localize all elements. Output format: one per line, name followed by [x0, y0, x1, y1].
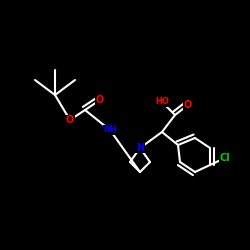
Text: N: N — [136, 143, 144, 153]
Text: Cl: Cl — [220, 153, 230, 163]
Text: HO: HO — [155, 98, 169, 106]
Text: NH: NH — [103, 126, 117, 134]
Text: O: O — [96, 95, 104, 105]
Text: O: O — [66, 115, 74, 125]
Text: O: O — [184, 100, 192, 110]
